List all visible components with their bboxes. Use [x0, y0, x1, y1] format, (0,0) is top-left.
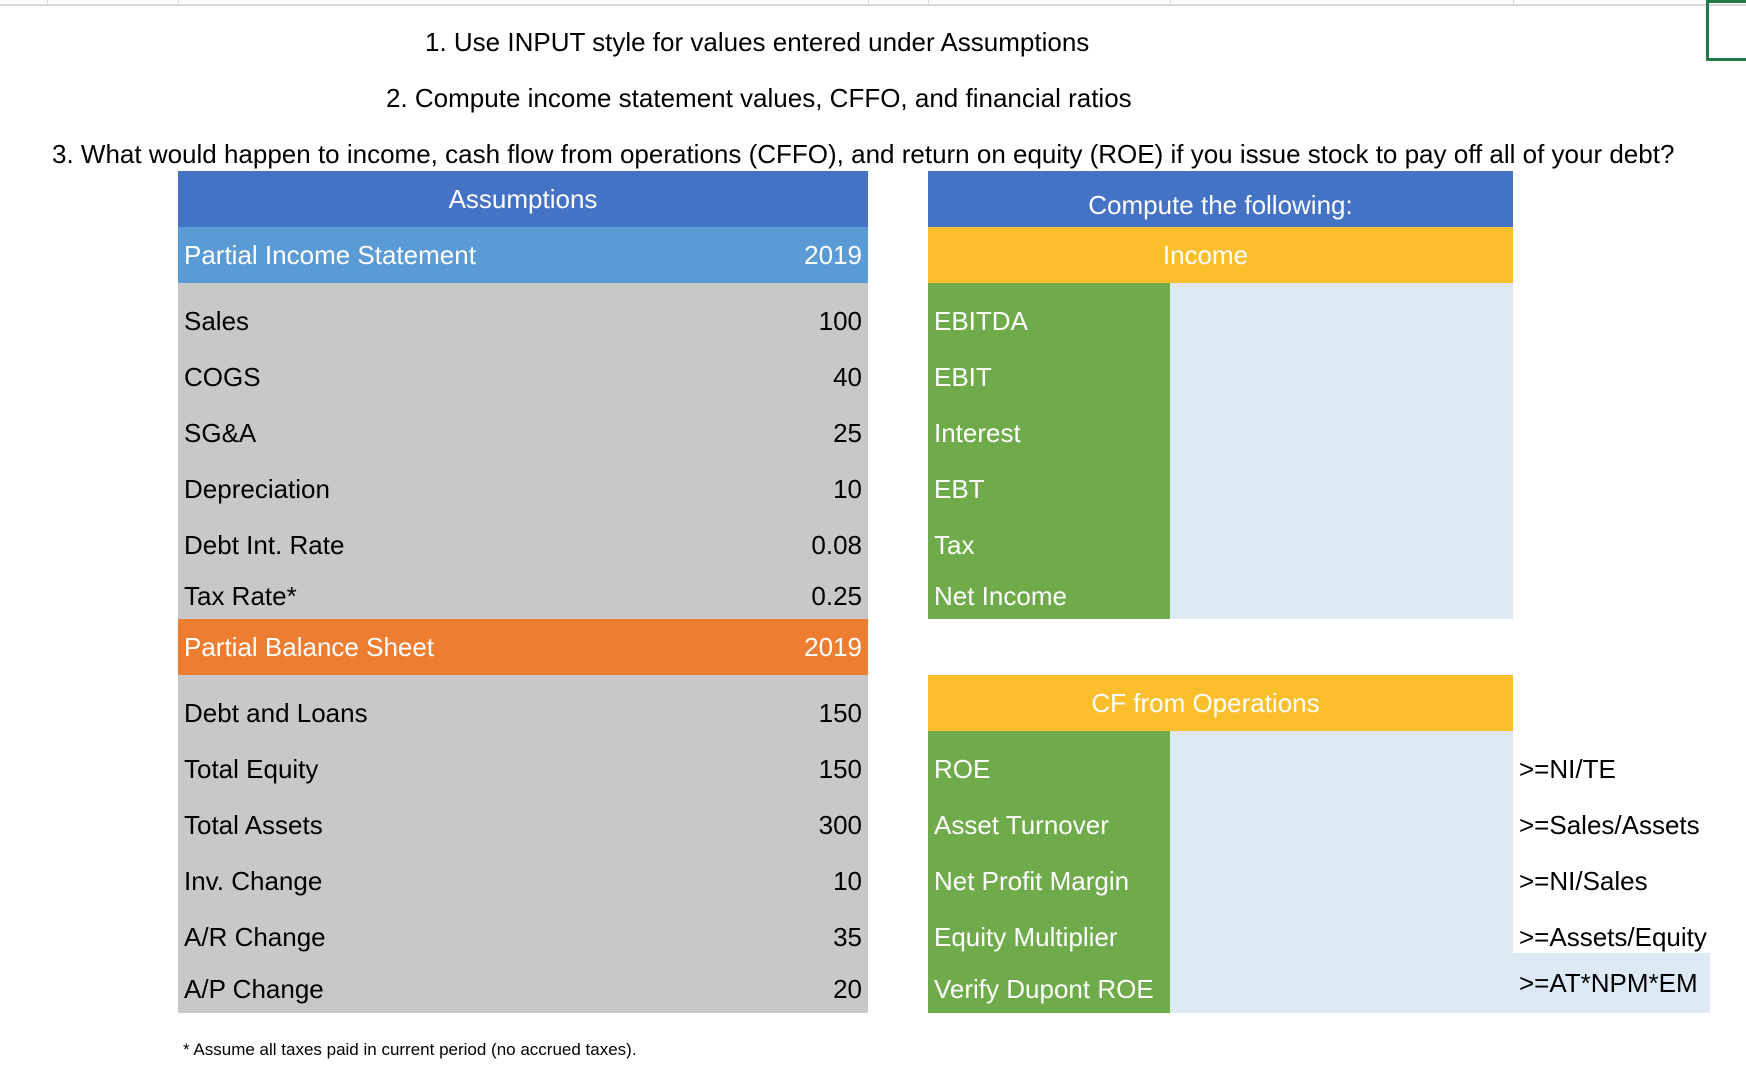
instruction-1: 1. Use INPUT style for values entered un…: [425, 27, 1090, 57]
income-answer-cell[interactable]: [1170, 293, 1513, 349]
spacer-row: [1170, 283, 1513, 293]
ratio-answer-cell[interactable]: [1170, 741, 1513, 797]
assumption-label[interactable]: Total Assets: [178, 797, 760, 853]
income-answer-cell[interactable]: [1170, 461, 1513, 517]
assumption-value[interactable]: 100: [760, 293, 868, 349]
assumption-value[interactable]: 35: [760, 909, 868, 965]
income-answer-cell[interactable]: [1170, 349, 1513, 405]
assumption-label[interactable]: Inv. Change: [178, 853, 760, 909]
ratio-hint[interactable]: >=Assets/Equity: [1519, 922, 1707, 952]
assumption-label[interactable]: Debt and Loans: [178, 685, 760, 741]
income-header[interactable]: Income: [928, 227, 1513, 283]
balance-sheet-header[interactable]: Partial Balance Sheet: [178, 619, 760, 675]
income-label[interactable]: Net Income: [928, 573, 1170, 619]
assumption-value[interactable]: 10: [760, 853, 868, 909]
assumption-label[interactable]: SG&A: [178, 405, 760, 461]
income-label[interactable]: EBITDA: [928, 293, 1170, 349]
income-answer-cell[interactable]: [1170, 405, 1513, 461]
ratio-label[interactable]: Net Profit Margin: [928, 853, 1170, 909]
ratio-answer-cell[interactable]: [1170, 797, 1513, 853]
assumption-value[interactable]: 0.25: [760, 573, 868, 619]
column-divider: [47, 0, 48, 6]
assumption-label[interactable]: Total Equity: [178, 741, 760, 797]
ratio-hint[interactable]: >=AT*NPM*EM: [1513, 953, 1710, 1013]
ratio-answer-cell[interactable]: [1170, 909, 1513, 965]
income-label[interactable]: Tax: [928, 517, 1170, 573]
spacer-row: [178, 283, 868, 293]
column-divider: [1170, 0, 1171, 6]
income-answer-cell[interactable]: [1170, 573, 1513, 619]
assumptions-title[interactable]: Assumptions: [178, 171, 868, 227]
income-label[interactable]: EBT: [928, 461, 1170, 517]
assumption-value[interactable]: 150: [760, 741, 868, 797]
column-divider: [868, 0, 869, 6]
ratio-answer-cell[interactable]: [1170, 965, 1513, 1013]
assumption-value[interactable]: 0.08: [760, 517, 868, 573]
balance-sheet-year[interactable]: 2019: [760, 619, 868, 675]
assumption-label[interactable]: Debt Int. Rate: [178, 517, 760, 573]
assumption-value[interactable]: 10: [760, 461, 868, 517]
cffo-header[interactable]: CF from Operations: [928, 675, 1513, 731]
assumption-value[interactable]: 150: [760, 685, 868, 741]
income-statement-header[interactable]: Partial Income Statement: [178, 227, 760, 283]
ratio-answer-cell[interactable]: [1170, 853, 1513, 909]
ratio-hint[interactable]: >=NI/Sales: [1519, 866, 1648, 896]
instruction-2: 2. Compute income statement values, CFFO…: [386, 83, 1132, 113]
column-divider: [928, 0, 929, 6]
instruction-3: 3. What would happen to income, cash flo…: [52, 139, 1675, 169]
spacer-row: [178, 675, 868, 685]
assumption-value[interactable]: 20: [760, 965, 868, 1013]
ratio-label[interactable]: Asset Turnover: [928, 797, 1170, 853]
income-label[interactable]: Interest: [928, 405, 1170, 461]
assumption-label[interactable]: A/P Change: [178, 965, 760, 1013]
sheet-top-gridline: [0, 0, 1746, 6]
spacer-row: [928, 283, 1170, 293]
income-statement-year[interactable]: 2019: [760, 227, 868, 283]
assumption-label[interactable]: COGS: [178, 349, 760, 405]
assumption-label[interactable]: A/R Change: [178, 909, 760, 965]
ratio-label[interactable]: Verify Dupont ROE: [928, 965, 1170, 1013]
income-label[interactable]: EBIT: [928, 349, 1170, 405]
assumption-value[interactable]: 300: [760, 797, 868, 853]
spacer-row: [1170, 731, 1513, 741]
assumption-value[interactable]: 25: [760, 405, 868, 461]
spacer-row: [928, 731, 1170, 741]
column-divider: [1513, 0, 1514, 6]
assumption-value[interactable]: 40: [760, 349, 868, 405]
income-answer-cell[interactable]: [1170, 517, 1513, 573]
ratio-label[interactable]: Equity Multiplier: [928, 909, 1170, 965]
assumption-label[interactable]: Sales: [178, 293, 760, 349]
compute-title[interactable]: Compute the following:: [928, 171, 1513, 227]
selected-cell-indicator[interactable]: [1706, 0, 1746, 61]
assumption-label[interactable]: Depreciation: [178, 461, 760, 517]
ratio-hint[interactable]: >=NI/TE: [1519, 754, 1616, 784]
ratio-hint[interactable]: >=Sales/Assets: [1519, 810, 1700, 840]
assumption-label[interactable]: Tax Rate*: [178, 573, 760, 619]
column-divider: [178, 0, 179, 6]
ratio-label[interactable]: ROE: [928, 741, 1170, 797]
footnote: * Assume all taxes paid in current perio…: [183, 1040, 637, 1059]
